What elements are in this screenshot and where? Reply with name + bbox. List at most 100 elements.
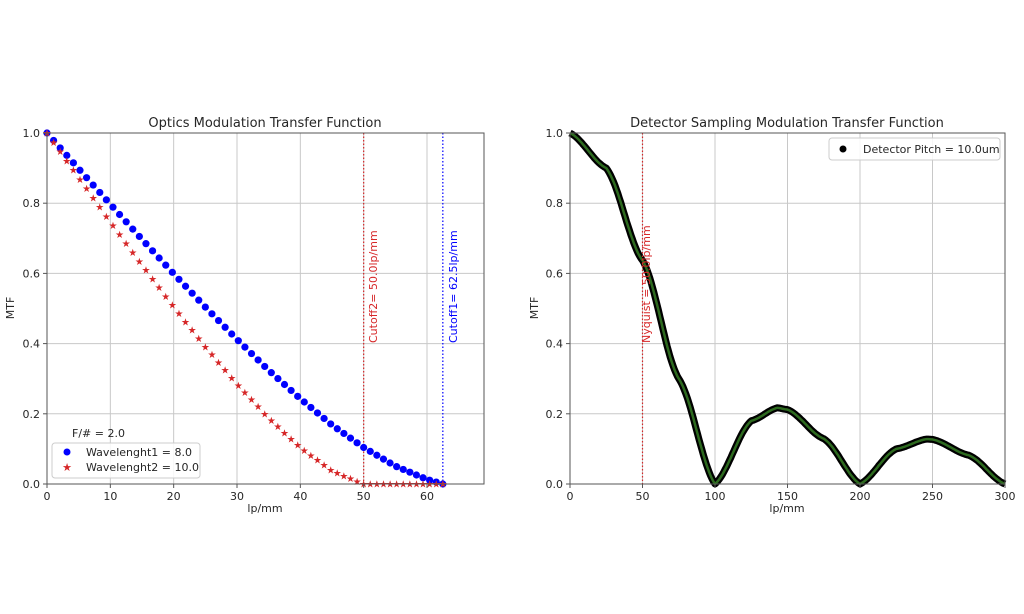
svg-text:★: ★ bbox=[115, 230, 124, 241]
svg-text:★: ★ bbox=[214, 358, 223, 369]
y-tick-label: 0.8 bbox=[23, 197, 41, 210]
chart-title: Detector Sampling Modulation Transfer Fu… bbox=[630, 116, 944, 131]
svg-text:★: ★ bbox=[306, 451, 315, 462]
svg-text:★: ★ bbox=[240, 388, 249, 399]
x-tick-label: 250 bbox=[922, 490, 943, 503]
svg-text:★: ★ bbox=[366, 480, 375, 491]
x-tick-label: 30 bbox=[230, 490, 244, 503]
svg-text:★: ★ bbox=[419, 480, 428, 491]
svg-text:★: ★ bbox=[273, 422, 282, 433]
svg-text:★: ★ bbox=[194, 334, 203, 345]
x-tick-label: 50 bbox=[357, 490, 371, 503]
svg-text:★: ★ bbox=[135, 257, 144, 268]
x-axis-label: lp/mm bbox=[769, 502, 804, 515]
svg-text:★: ★ bbox=[412, 480, 421, 491]
y-tick-label: 0.0 bbox=[546, 478, 564, 491]
svg-text:★: ★ bbox=[188, 326, 197, 337]
svg-text:★: ★ bbox=[128, 248, 137, 259]
y-tick-label: 0.4 bbox=[23, 338, 41, 351]
y-tick-label: 0.2 bbox=[23, 408, 41, 421]
x-tick-label: 60 bbox=[420, 490, 434, 503]
y-axis-label: MTF bbox=[528, 297, 541, 320]
svg-text:★: ★ bbox=[168, 301, 177, 312]
grid bbox=[569, 132, 1006, 485]
svg-text:★: ★ bbox=[122, 239, 131, 250]
svg-text:★: ★ bbox=[89, 193, 98, 204]
svg-text:★: ★ bbox=[353, 477, 362, 488]
y-tick-label: 0.0 bbox=[23, 478, 41, 491]
svg-text:★: ★ bbox=[280, 428, 289, 439]
svg-text:★: ★ bbox=[432, 480, 441, 491]
svg-text:★: ★ bbox=[333, 469, 342, 480]
axis-ticks: 0 50 100 150 200 250 300 0.0 0.2 0.4 0.6 0.8 1.0 bbox=[546, 127, 1016, 503]
svg-text:★: ★ bbox=[372, 480, 381, 491]
svg-text:★: ★ bbox=[313, 456, 322, 467]
x-tick-label: 200 bbox=[850, 490, 871, 503]
legend-box bbox=[51, 442, 201, 479]
y-tick-label: 0.4 bbox=[546, 338, 564, 351]
svg-text:★: ★ bbox=[141, 266, 150, 277]
svg-text:★: ★ bbox=[56, 147, 65, 158]
x-tick-label: 10 bbox=[103, 490, 117, 503]
svg-text:★: ★ bbox=[392, 480, 401, 491]
svg-text:★: ★ bbox=[108, 221, 117, 232]
svg-text:★: ★ bbox=[320, 461, 329, 472]
x-tick-label: 300 bbox=[995, 490, 1016, 503]
legend-item: Detector Pitch = 10.0um bbox=[863, 143, 1000, 156]
svg-text:★: ★ bbox=[207, 350, 216, 361]
legend: F/# = 2.0 Wavelenght1 = 8.0 ★ Wavelenght… bbox=[51, 427, 201, 479]
svg-text:★: ★ bbox=[339, 471, 348, 482]
y-tick-label: 1.0 bbox=[546, 127, 564, 140]
cutoff1-label: Cutoff1= 62.5lp/mm bbox=[447, 230, 460, 343]
chart-title: Optics Modulation Transfer Function bbox=[148, 116, 381, 131]
svg-text:★: ★ bbox=[326, 466, 335, 477]
axes-frame bbox=[46, 132, 485, 485]
svg-text:★: ★ bbox=[95, 203, 104, 214]
svg-text:★: ★ bbox=[148, 274, 157, 285]
svg-text:★: ★ bbox=[254, 402, 263, 413]
y-tick-label: 1.0 bbox=[23, 127, 41, 140]
svg-text:★: ★ bbox=[405, 480, 414, 491]
svg-text:★: ★ bbox=[161, 292, 170, 303]
svg-text:★: ★ bbox=[234, 381, 243, 392]
svg-text:★: ★ bbox=[227, 373, 236, 384]
legend-item: Wavelenght2 = 10.0 bbox=[86, 461, 199, 474]
svg-text:★: ★ bbox=[155, 283, 164, 294]
svg-text:★: ★ bbox=[221, 366, 230, 377]
svg-text:★: ★ bbox=[201, 342, 210, 353]
optics-mtf-chart: Optics Modulation Transfer Function ★★★★… bbox=[4, 116, 485, 515]
svg-text:★: ★ bbox=[293, 441, 302, 452]
circle-marker-icon bbox=[839, 145, 847, 153]
legend-item: Wavelenght1 = 8.0 bbox=[86, 446, 192, 459]
legend: Detector Pitch = 10.0um bbox=[828, 137, 1001, 161]
svg-text:★: ★ bbox=[174, 309, 183, 320]
svg-text:★: ★ bbox=[438, 480, 447, 491]
x-tick-label: 0 bbox=[567, 490, 574, 503]
legend-title: F/# = 2.0 bbox=[72, 427, 125, 440]
svg-text:★: ★ bbox=[399, 480, 408, 491]
x-tick-label: 100 bbox=[705, 490, 726, 503]
svg-text:★: ★ bbox=[425, 480, 434, 491]
x-tick-label: 150 bbox=[777, 490, 798, 503]
svg-text:★: ★ bbox=[82, 184, 91, 195]
svg-text:★: ★ bbox=[181, 317, 190, 328]
detector-mtf-chart: Detector Sampling Modulation Transfer Fu… bbox=[528, 116, 1016, 515]
svg-text:★: ★ bbox=[386, 480, 395, 491]
x-tick-label: 40 bbox=[293, 490, 307, 503]
x-tick-label: 50 bbox=[636, 490, 650, 503]
svg-text:★: ★ bbox=[102, 212, 111, 223]
plot-area bbox=[568, 129, 1007, 488]
nyquist-label: Nyquist = 50.0lp/mm bbox=[640, 225, 653, 343]
axis-ticks: 0 10 20 30 40 50 60 0.0 0.2 0.4 0.6 0.8 1.0 bbox=[23, 127, 435, 503]
svg-text:★: ★ bbox=[49, 138, 58, 149]
svg-text:★: ★ bbox=[300, 446, 309, 457]
svg-text:★: ★ bbox=[62, 156, 71, 167]
svg-text:★: ★ bbox=[346, 474, 355, 485]
star-marker-icon: ★ bbox=[62, 461, 72, 474]
y-tick-label: 0.6 bbox=[23, 267, 41, 280]
y-axis-label: MTF bbox=[4, 297, 17, 320]
x-axis-label: lp/mm bbox=[247, 502, 282, 515]
svg-text:★: ★ bbox=[76, 175, 85, 186]
x-tick-label: 20 bbox=[167, 490, 181, 503]
